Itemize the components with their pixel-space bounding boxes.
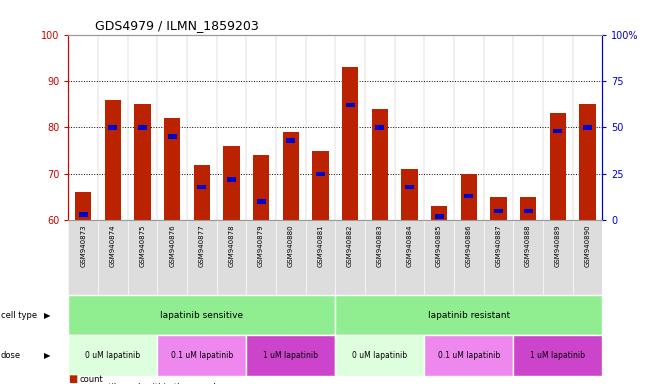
Bar [105,99,121,220]
Text: GSM940873: GSM940873 [80,224,86,266]
Bar [223,146,240,220]
Bar [494,209,503,214]
Text: GSM940887: GSM940887 [495,224,501,266]
Bar [375,125,384,130]
Bar [520,197,536,220]
Bar [372,109,388,220]
Text: 0 uM lapatinib: 0 uM lapatinib [85,351,141,361]
Bar [286,138,296,143]
Text: GSM940877: GSM940877 [199,224,205,266]
Bar [168,134,176,139]
Bar [134,104,150,220]
Text: GSM940876: GSM940876 [169,224,175,266]
Bar [164,118,180,220]
Bar [583,125,592,130]
Text: GSM940888: GSM940888 [525,224,531,266]
Text: ▶: ▶ [44,311,50,319]
Bar [75,192,91,220]
Text: ■: ■ [68,374,77,384]
Bar [138,125,147,130]
Text: dose: dose [1,351,21,361]
Text: cell type: cell type [1,311,36,319]
Bar [549,114,566,220]
Text: GSM940880: GSM940880 [288,224,294,266]
Bar [68,295,335,336]
Text: GSM940883: GSM940883 [377,224,383,266]
Bar [435,214,443,219]
Bar [312,151,329,220]
Bar [401,169,417,220]
Bar [227,177,236,182]
Text: GSM940878: GSM940878 [229,224,234,266]
Bar [346,103,355,108]
Bar [79,212,88,217]
Bar [553,129,562,134]
Text: GSM940882: GSM940882 [347,224,353,266]
Text: percentile rank within the sample: percentile rank within the sample [79,383,221,384]
Bar [523,209,533,214]
Bar [197,185,206,189]
Text: count: count [79,374,103,384]
Bar [68,336,158,376]
Bar [193,165,210,220]
Text: GSM940879: GSM940879 [258,224,264,266]
Bar [108,125,117,130]
Bar [335,336,424,376]
Text: 0 uM lapatinib: 0 uM lapatinib [352,351,408,361]
Bar [405,185,414,189]
Text: ▶: ▶ [44,351,50,361]
Bar [513,336,602,376]
Bar [316,172,325,176]
Text: 0.1 uM lapatinib: 0.1 uM lapatinib [171,351,233,361]
Bar [253,155,270,220]
Bar [158,336,246,376]
Text: GSM940885: GSM940885 [436,224,442,266]
Bar [342,67,358,220]
Text: GSM940874: GSM940874 [110,224,116,266]
Bar [460,174,477,220]
Text: lapatinib sensitive: lapatinib sensitive [160,311,243,319]
Text: 0.1 uM lapatinib: 0.1 uM lapatinib [437,351,500,361]
Text: GSM940886: GSM940886 [465,224,472,266]
Text: GSM940889: GSM940889 [555,224,561,266]
Bar [579,104,596,220]
Text: GDS4979 / ILMN_1859203: GDS4979 / ILMN_1859203 [95,19,259,32]
Text: GSM940881: GSM940881 [318,224,324,266]
Bar [335,295,602,336]
Text: lapatinib resistant: lapatinib resistant [428,311,510,319]
Bar [424,336,513,376]
Bar [431,206,447,220]
Text: ■: ■ [68,383,77,384]
Text: GSM940884: GSM940884 [406,224,412,266]
Text: GSM940875: GSM940875 [139,224,145,266]
Bar [490,197,506,220]
Text: 1 uM lapatinib: 1 uM lapatinib [530,351,585,361]
Bar [283,132,299,220]
Bar [256,199,266,204]
Text: 1 uM lapatinib: 1 uM lapatinib [263,351,318,361]
Bar [246,336,335,376]
Text: GSM940890: GSM940890 [585,224,590,266]
Bar [464,194,473,199]
